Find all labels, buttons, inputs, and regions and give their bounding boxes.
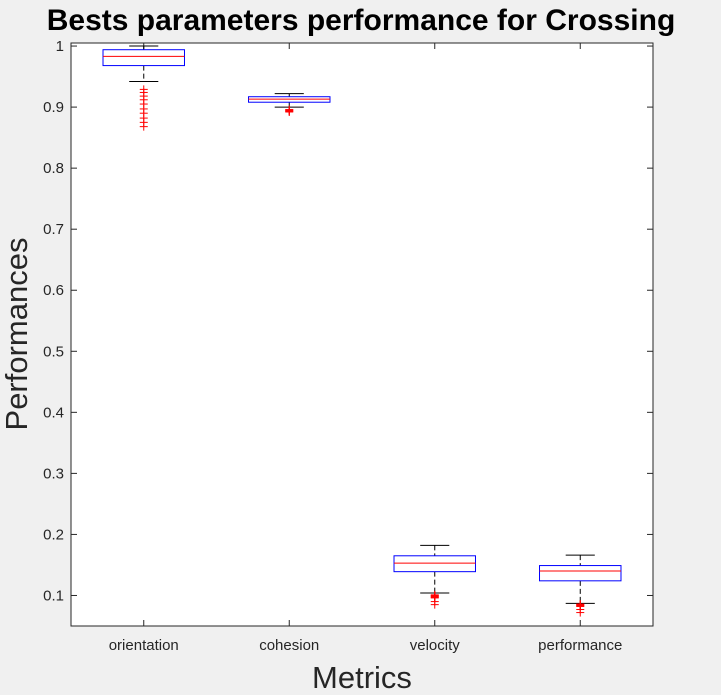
y-tick-label: 1 bbox=[56, 38, 64, 55]
x-axis-label: Metrics bbox=[312, 660, 412, 695]
y-tick-label: 0.8 bbox=[43, 160, 64, 177]
chart-title: Bests parameters performance for Crossin… bbox=[47, 4, 676, 37]
outlier-marker bbox=[576, 608, 585, 617]
y-tick-label: 0.7 bbox=[43, 221, 64, 238]
plot-area bbox=[70, 42, 654, 627]
box-group-performance bbox=[539, 554, 622, 617]
y-tick-label: 0.3 bbox=[43, 465, 64, 482]
outlier-marker bbox=[285, 107, 294, 116]
outlier-marker bbox=[430, 600, 439, 609]
x-tick-label: orientation bbox=[109, 637, 179, 654]
x-tick-label: velocity bbox=[410, 637, 461, 654]
y-tick-label: 0.6 bbox=[43, 282, 64, 299]
box-group-cohesion bbox=[248, 93, 331, 116]
outlier-marker bbox=[139, 122, 148, 131]
y-tick-label: 0.9 bbox=[43, 99, 64, 116]
y-tick-label: 0.2 bbox=[43, 526, 64, 543]
y-tick-label: 0.1 bbox=[43, 587, 64, 604]
box-group-orientation bbox=[102, 45, 185, 131]
box bbox=[539, 565, 622, 582]
x-tick-label: cohesion bbox=[259, 637, 319, 654]
y-tick-label: 0.5 bbox=[43, 343, 64, 360]
y-tick-label: 0.4 bbox=[43, 404, 64, 421]
y-axis-label: Performances bbox=[0, 238, 34, 431]
box-group-velocity bbox=[393, 544, 476, 609]
y-axis: 0.1 0.2 0.3 0.4 0.5 0.6 0.7 0.8 0.9 1 bbox=[43, 38, 653, 604]
box bbox=[393, 555, 476, 573]
box bbox=[102, 49, 185, 67]
x-axis: orientation cohesion velocity performance bbox=[109, 43, 622, 654]
box-series bbox=[102, 45, 622, 617]
x-tick-label: performance bbox=[538, 637, 622, 654]
